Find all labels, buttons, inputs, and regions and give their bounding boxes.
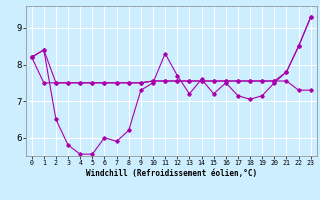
X-axis label: Windchill (Refroidissement éolien,°C): Windchill (Refroidissement éolien,°C) <box>86 169 257 178</box>
